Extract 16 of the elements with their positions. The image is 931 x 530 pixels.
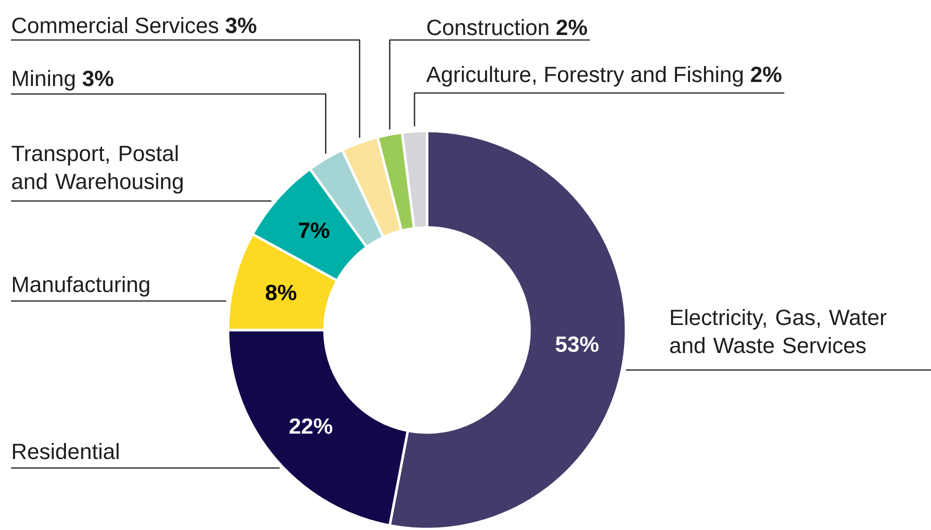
- slice-label: Commercial Services: [12, 17, 218, 34]
- data-label: 22%: [290, 418, 332, 434]
- data-label: 3%: [226, 18, 256, 34]
- slice-label: Manufacturing: [13, 276, 150, 297]
- data-label: 8%: [266, 284, 296, 300]
- slice-label: Agriculture, Forestry and Fishing: [426, 66, 743, 87]
- data-label: 3%: [82, 70, 114, 86]
- slice-label: Electricity, Gas, Water and Waste Services: [670, 309, 886, 354]
- data-label: 7%: [298, 222, 330, 238]
- data-label: 53%: [556, 336, 599, 352]
- slice-label: Mining: [13, 70, 75, 91]
- data-label: 2%: [750, 66, 782, 82]
- slice-label: Construction: [427, 19, 548, 36]
- slice-label: Transport, Postal and Warehousing: [12, 145, 183, 194]
- slice-label: Residential: [13, 443, 119, 460]
- data-label: 2%: [556, 20, 588, 36]
